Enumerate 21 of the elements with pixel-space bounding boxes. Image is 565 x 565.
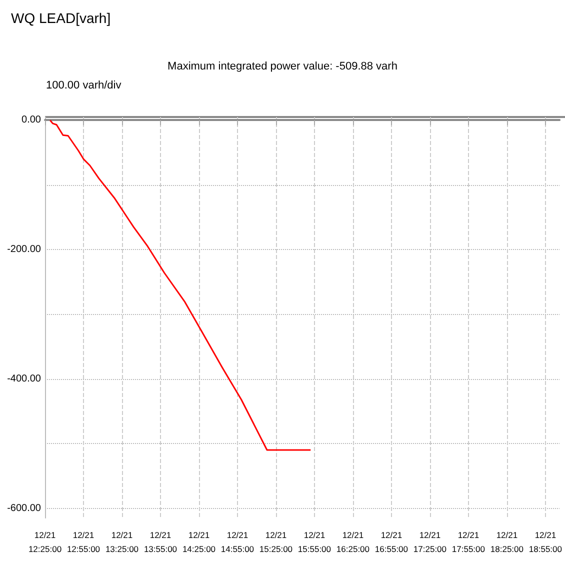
x-tick-label: 12/21 16:25:00 xyxy=(336,530,370,554)
x-tick-label: 12/21 15:25:00 xyxy=(259,530,293,554)
y-tick-label: -400.00 xyxy=(7,373,42,384)
x-tick-label: 12/21 16:55:00 xyxy=(374,530,408,554)
x-tick-label: 12/21 14:55:00 xyxy=(220,530,254,554)
x-tick-label: 12/21 13:55:00 xyxy=(144,530,178,554)
x-tick-label: 12/21 14:25:00 xyxy=(182,530,216,554)
x-tick-label: 12/21 18:25:00 xyxy=(490,530,524,554)
x-tick-label: 12/21 18:55:00 xyxy=(528,530,562,554)
x-tick-label: 12/21 17:25:00 xyxy=(413,530,447,554)
chart-title: WQ LEAD[varh] xyxy=(11,10,111,26)
y-tick-label: 0.00 xyxy=(22,114,42,126)
x-tick-label: 12/21 15:55:00 xyxy=(298,530,332,554)
x-tick-label: 12/21 12:55:00 xyxy=(66,530,100,554)
text: 100.00 varh/div xyxy=(46,80,122,92)
y-tick-label: -200.00 xyxy=(7,244,42,256)
x-tick-label: 12/21 13:25:00 xyxy=(105,530,139,554)
chart-subtitle: Maximum integrated power value: -509.88 varh xyxy=(168,60,398,72)
x-tick-label: 12/21 12:25:00 xyxy=(28,530,62,554)
y-tick-label: -600.00 xyxy=(7,502,42,514)
x-tick-label: 12/21 17:55:00 xyxy=(452,530,486,554)
